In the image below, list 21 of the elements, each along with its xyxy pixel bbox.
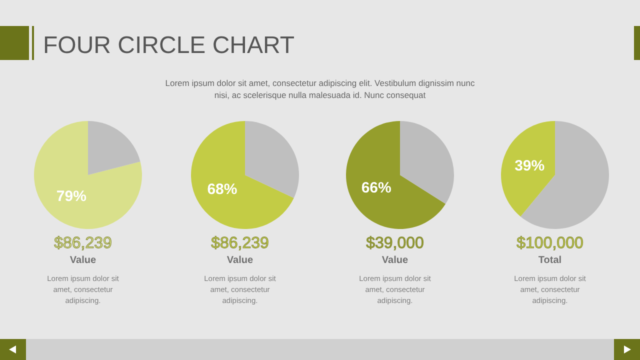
- text: $39,000: [365, 234, 425, 254]
- text: Lorem ipsum dolor sit amet, consectetur adipiscing elit. Vestibulum dignissim nunc nisi, ac scelerisque nulla malesuada id. Nunc consequat: [164, 77, 476, 101]
- text: Value: [226, 254, 254, 267]
- data-label: 68%: [207, 180, 238, 198]
- pie-slice: [88, 121, 140, 175]
- text: $86,239: [53, 234, 113, 254]
- data-label: 39%: [514, 157, 545, 174]
- text: Total: [537, 254, 563, 267]
- pie-slice: [34, 121, 142, 229]
- pie-slice: [501, 121, 555, 217]
- data-label: 79%: [56, 188, 86, 205]
- pie-slice: [245, 121, 299, 198]
- data-label: 66%: [361, 180, 392, 197]
- text: $86,239: [210, 234, 270, 254]
- text: $100,000: [516, 234, 584, 254]
- pie-slice: [346, 121, 446, 229]
- chart-title: FOUR CIRCLE CHART: [43, 32, 295, 60]
- pie-slice: [191, 121, 294, 229]
- text: Value: [380, 254, 410, 267]
- pie-slice: [400, 121, 454, 204]
- text: Value: [68, 254, 98, 267]
